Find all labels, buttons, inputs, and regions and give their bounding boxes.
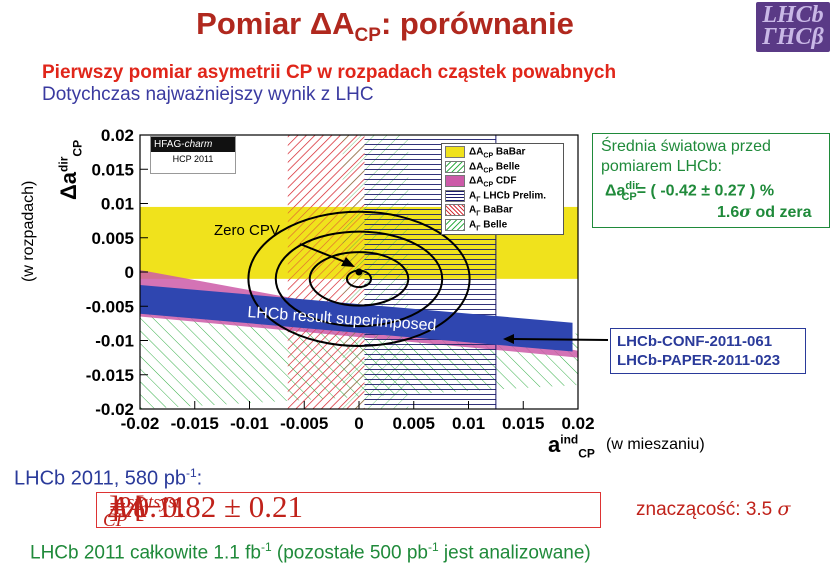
x-axis-label: (w mieszaniu) [606, 436, 705, 453]
x-tick-label: 0 [354, 414, 363, 433]
world-average-significance: 1.6σ od zera [717, 202, 812, 221]
chart-legend: ΔACP BaBar ΔACP Belle ΔACP CDF AΓ LHCb Prel… [441, 143, 564, 235]
zero-cpv-point [355, 268, 363, 276]
legend-swatch [445, 204, 465, 216]
y-tick-label: -0.01 [95, 332, 134, 351]
x-axis-symbol: aindCP [548, 432, 595, 461]
world-average-value: ΔadirCP= ( -0.42 ± 0.27 ) % [605, 180, 775, 203]
legend-item: ΔACP CDF [445, 175, 517, 189]
x-tick-label: -0.02 [121, 414, 160, 433]
legend-item: ΔACP BaBar [445, 146, 525, 160]
world-average-box: Średnia światowa przed pomiarem LHCb: Δa… [592, 133, 830, 228]
y-tick-label: 0 [125, 263, 134, 282]
x-tick-label: -0.01 [230, 414, 269, 433]
subtitle-most-important: Dotychczas najważniejszy wynik z LHC [42, 84, 374, 105]
y-tick-label: 0.005 [91, 229, 134, 248]
lhcb-references-box: LHCb-CONF-2011-061 LHCb-PAPER-2011-023 [610, 328, 806, 374]
subtitle-first-measurement: Pierwszy pomiar asymetrii CP w rozpadach… [42, 62, 617, 83]
y-tick-label: 0.015 [91, 160, 134, 179]
logo-text: LHCb ΓHCβ [762, 2, 824, 50]
legend-item: AΓ BaBar [445, 204, 513, 218]
zero-cpv-arrow [299, 243, 346, 263]
y-tick-label: -0.02 [95, 400, 134, 419]
contour-ellipse-3 [274, 230, 444, 328]
y-tick-label: -0.015 [86, 366, 134, 385]
y-tick-label: 0.02 [101, 126, 134, 145]
lhcb-logo: LHCb ΓHCβ [756, 2, 830, 52]
zero-cpv-arrowhead [341, 257, 355, 267]
contour-ellipse-4 [247, 210, 471, 347]
x-tick-label: -0.005 [280, 414, 328, 433]
legend-swatch [445, 218, 465, 231]
legend-swatch [445, 189, 465, 202]
delta-acp-formula: ΔA CP = [−0.82 ± 0.21 stat ± 0.11 syst]% [96, 489, 601, 531]
legend-item: AΓ LHCb Prelim. [445, 189, 546, 203]
result-580pb: LHCb 2011, 580 pb-1: [14, 466, 203, 490]
lhcb-ref-arrow [511, 338, 609, 341]
x-tick-label: -0.015 [171, 414, 219, 433]
legend-swatch [445, 175, 465, 187]
x-tick-label: 0.02 [561, 414, 594, 433]
result-total-1fb: LHCb 2011 całkowite 1.1 fb-1 (pozostałe … [30, 540, 591, 564]
contour-ellipse-2 [308, 251, 410, 307]
zero-cpv-label: Zero CPV [214, 222, 280, 239]
x-tick-label: 0.015 [502, 414, 545, 433]
lhcb-ref-arrowhead [503, 334, 514, 344]
legend-item: AΓ Belle [445, 218, 507, 232]
y-tick-label: -0.005 [86, 297, 134, 316]
significance-text: znaczącość: 3.5 σ [636, 498, 791, 520]
lhcb-result-band [140, 285, 573, 352]
x-tick-label: 0.005 [392, 414, 435, 433]
hfag-label: HFAG-charm HCP 2011 [150, 136, 236, 174]
legend-swatch [445, 160, 465, 173]
page-title: Pomiar ΔACP: porównanie [196, 6, 574, 47]
legend-item: ΔACP Belle [445, 160, 520, 174]
y-tick-label: 0.01 [101, 195, 134, 214]
x-tick-label: 0.01 [452, 414, 485, 433]
legend-swatch [445, 146, 465, 158]
